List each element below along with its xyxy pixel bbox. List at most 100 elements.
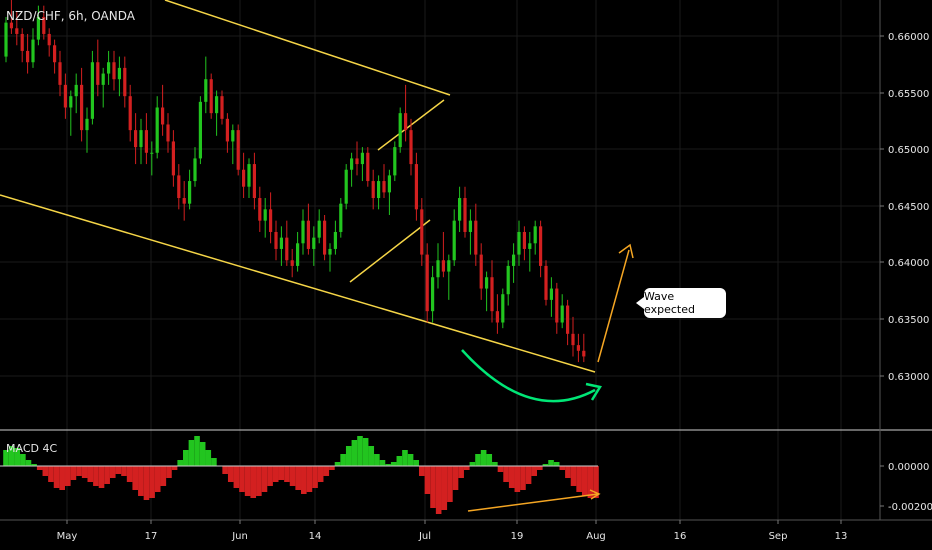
macd-bar <box>59 466 65 490</box>
macd-bar <box>53 466 60 488</box>
macd-bar <box>188 440 195 466</box>
candle <box>333 220 337 255</box>
candle <box>571 316 575 357</box>
candle <box>328 243 332 272</box>
macd-bar <box>570 466 577 486</box>
macd-bar <box>419 466 425 476</box>
time-tick-label: Aug <box>586 531 606 542</box>
candle <box>301 209 305 255</box>
macd-bar <box>20 454 26 466</box>
macd-bar <box>362 438 369 466</box>
macd-bar <box>31 464 37 466</box>
macd-bar <box>323 466 330 476</box>
macd-bar <box>25 460 32 466</box>
candle <box>85 107 89 153</box>
time-tick-label: May <box>57 531 78 542</box>
candle <box>150 141 154 176</box>
wave-expected-callout: Wave expected <box>636 288 726 318</box>
price-axis: 0.66000 0.65500 0.65000 0.64500 0.64000 0.635… <box>880 32 929 383</box>
candle <box>404 84 408 142</box>
macd-bar <box>441 466 448 510</box>
macd-bar <box>374 454 380 466</box>
candle <box>285 220 289 266</box>
candle <box>63 73 67 119</box>
candle <box>447 254 451 300</box>
candle <box>539 220 543 278</box>
price-tick-label: 0.64500 <box>888 202 929 213</box>
macd-bar <box>497 466 504 472</box>
candle <box>458 186 462 232</box>
macd-divergence-line <box>467 493 599 512</box>
macd-bar <box>233 466 240 488</box>
candle <box>485 271 489 312</box>
macd-bar <box>98 466 105 488</box>
candle <box>258 186 262 232</box>
macd-bar <box>93 466 99 486</box>
candle <box>139 118 143 165</box>
candle <box>377 175 381 210</box>
candle <box>393 141 397 182</box>
candle <box>533 220 537 255</box>
candle <box>425 243 429 323</box>
candle <box>198 96 202 165</box>
macd-tick-label: -0.00200 <box>888 502 932 513</box>
macd-bar <box>486 454 493 466</box>
projection-arrow <box>597 249 630 363</box>
macd-bar <box>345 446 352 466</box>
macd-bar <box>452 466 459 490</box>
candle <box>420 198 424 266</box>
macd-bar <box>587 466 594 498</box>
candle <box>242 152 246 199</box>
macd-bar <box>312 466 318 488</box>
macd-bar <box>126 466 133 482</box>
macd-bar <box>8 446 15 466</box>
macd-axis: 0.00000 -0.00200 <box>880 462 932 513</box>
candle <box>171 130 175 187</box>
candle <box>215 90 219 136</box>
candle <box>161 84 165 136</box>
candle <box>42 5 46 40</box>
price-tick-label: 0.65500 <box>888 89 929 100</box>
candle <box>306 203 310 255</box>
macd-bar <box>480 450 487 466</box>
time-tick-label: 19 <box>511 531 524 542</box>
candle <box>528 231 532 272</box>
macd-bar <box>104 466 110 484</box>
candle <box>490 260 494 323</box>
candle <box>263 198 267 238</box>
candle <box>58 50 62 97</box>
macd-bar <box>368 446 375 466</box>
macd-bar <box>87 466 94 482</box>
candle <box>177 164 181 210</box>
candle <box>155 96 159 159</box>
macd-bar <box>559 466 566 470</box>
candle <box>69 90 73 136</box>
macd-bar <box>261 466 268 492</box>
wave-arrowhead <box>585 382 602 401</box>
channel-upper-line <box>164 0 451 96</box>
macd-bar <box>514 466 521 492</box>
candle <box>231 124 235 165</box>
candle <box>36 5 40 46</box>
candle <box>15 11 19 46</box>
wave-curve <box>461 349 596 403</box>
candle <box>312 226 316 266</box>
candle <box>296 231 300 272</box>
time-tick-label: 17 <box>145 531 158 542</box>
macd-bar <box>458 466 464 478</box>
macd-bar <box>525 466 532 484</box>
macd-bar <box>385 464 391 466</box>
candle <box>269 192 273 244</box>
candle <box>441 231 445 278</box>
candle <box>107 50 111 85</box>
macd-bar <box>3 450 9 466</box>
candle <box>355 141 359 176</box>
candle <box>436 243 440 289</box>
time-tick-label: 13 <box>835 531 848 542</box>
time-tick-label: Jul <box>418 531 431 542</box>
candle <box>225 113 229 153</box>
candle <box>350 152 354 187</box>
macd-bar <box>239 466 245 492</box>
candle <box>371 169 375 210</box>
